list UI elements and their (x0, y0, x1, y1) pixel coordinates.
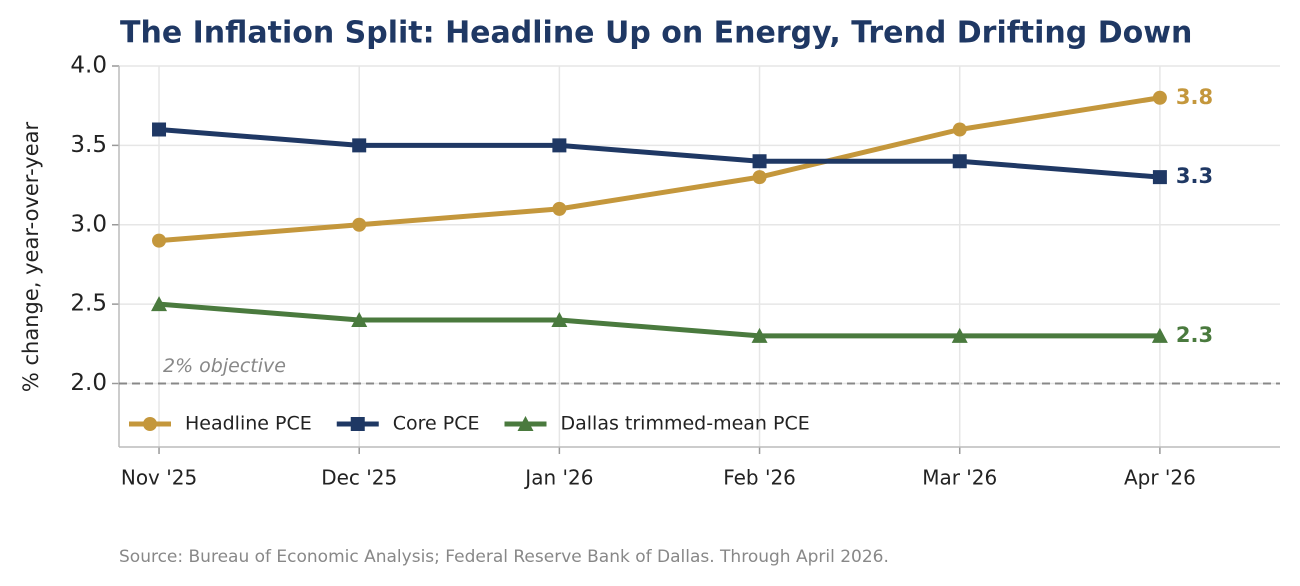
data-point (752, 154, 767, 169)
data-label: 2.3 (1176, 323, 1213, 347)
legend-label: Core PCE (393, 413, 480, 435)
series-line (158, 127, 1161, 180)
y-axis-label: % change, year-over-year (19, 121, 43, 392)
data-point (151, 296, 168, 312)
x-tick-label: Jan '26 (523, 466, 593, 490)
data-point (751, 327, 768, 343)
data-point (552, 201, 567, 216)
data-point (152, 233, 167, 248)
data-point (1152, 170, 1167, 185)
data-point (951, 327, 968, 343)
source-note: Source: Bureau of Economic Analysis; Fed… (119, 547, 889, 567)
x-tick-label: Apr '26 (1124, 466, 1196, 490)
data-point (351, 312, 368, 327)
y-tick-label: 3.0 (70, 211, 107, 237)
x-tick-label: Dec '25 (321, 466, 397, 490)
legend-marker (517, 416, 534, 431)
y-tick-label: 2.5 (70, 291, 107, 317)
data-point (152, 122, 167, 137)
reference-label: 2% objective (163, 355, 286, 377)
legend-label: Dallas trimmed-mean PCE (561, 413, 810, 435)
series-line (158, 301, 1160, 339)
data-point (952, 122, 967, 137)
data-point (352, 217, 367, 232)
x-tick-label: Feb '26 (723, 466, 796, 490)
data-point (552, 138, 567, 153)
data-point (551, 312, 568, 327)
data-label: 3.3 (1176, 164, 1213, 188)
data-point (352, 138, 367, 153)
legend-marker (350, 417, 365, 431)
data-point (1151, 327, 1168, 343)
data-label: 3.8 (1176, 85, 1213, 109)
data-point (1152, 90, 1167, 105)
y-tick-label: 2.0 (70, 370, 107, 396)
data-point (752, 170, 767, 185)
x-tick-label: Nov '25 (121, 466, 197, 490)
series-line (158, 95, 1161, 244)
chart-title: The Inflation Split: Headline Up on Ener… (120, 16, 1192, 51)
data-point (952, 154, 967, 169)
y-tick-label: 4.0 (70, 53, 107, 79)
legend-label: Headline PCE (185, 413, 312, 435)
x-tick-label: Mar '26 (922, 466, 997, 490)
y-tick-label: 3.5 (70, 132, 107, 158)
legend-marker (143, 417, 157, 431)
